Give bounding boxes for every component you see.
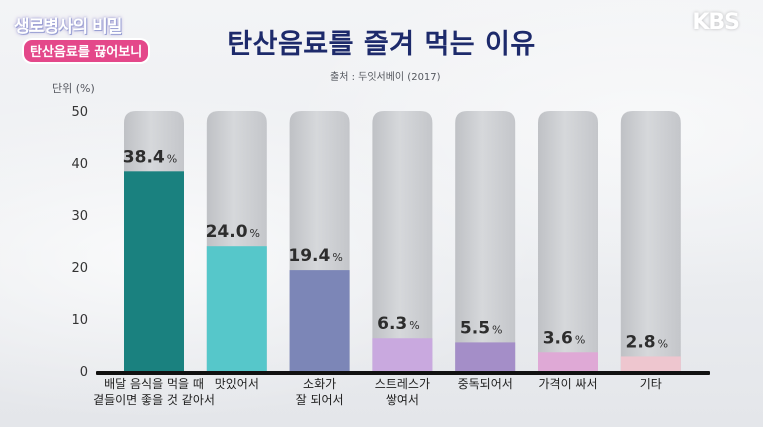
- bar: [124, 171, 184, 371]
- bar: [206, 246, 267, 371]
- network-logo: KBS: [692, 10, 740, 35]
- x-axis-line: [96, 371, 710, 375]
- x-tick-label: 가격이 싸서: [538, 377, 597, 391]
- bar-track: [372, 111, 433, 371]
- bar-track: [620, 111, 681, 371]
- data-label: 3.6%: [543, 328, 586, 348]
- x-tick-label: 스트레스가 쌓여서: [375, 377, 430, 407]
- y-tick-label: 40: [71, 157, 88, 172]
- x-tick-label: 소화가 잘 되어서: [296, 377, 344, 407]
- bar-track: [538, 111, 598, 371]
- bar: [455, 342, 516, 371]
- data-label: 2.8%: [626, 332, 669, 352]
- x-tick-label: 배달 음식을 먹을 때 곁들이면 좋을 것 같아서: [93, 377, 215, 407]
- data-label: 19.4%: [288, 246, 342, 266]
- y-axis-label: 단위 (%): [52, 82, 95, 95]
- data-label: 5.5%: [460, 318, 503, 338]
- chart-source: 출처 : 두잇서베이 (2017): [330, 72, 441, 83]
- bar: [620, 356, 681, 371]
- bar: [372, 338, 433, 371]
- y-tick-label: 30: [71, 209, 88, 224]
- bar: [289, 270, 350, 371]
- y-tick-label: 50: [71, 105, 88, 120]
- chart-title: 탄산음료를 즐겨 먹는 이유: [227, 29, 536, 60]
- data-label: 38.4%: [123, 147, 177, 167]
- program-title: 생로병사의 비밀: [14, 17, 122, 37]
- x-tick-label: 중독되어서: [458, 377, 513, 391]
- data-label: 24.0%: [206, 222, 260, 242]
- y-tick-label: 10: [71, 313, 88, 328]
- y-tick-label: 0: [80, 365, 88, 380]
- program-logo: 생로병사의 비밀 탄산음료를 끊어보니: [6, 6, 156, 66]
- bar: [538, 352, 598, 371]
- y-tick-label: 20: [71, 261, 88, 276]
- x-tick-label: 맛있어서: [215, 377, 259, 391]
- bar-track: [455, 111, 516, 371]
- episode-title: 탄산음료를 끊어보니: [24, 40, 149, 62]
- data-label: 6.3%: [377, 314, 420, 334]
- x-tick-label: 기타: [640, 377, 662, 391]
